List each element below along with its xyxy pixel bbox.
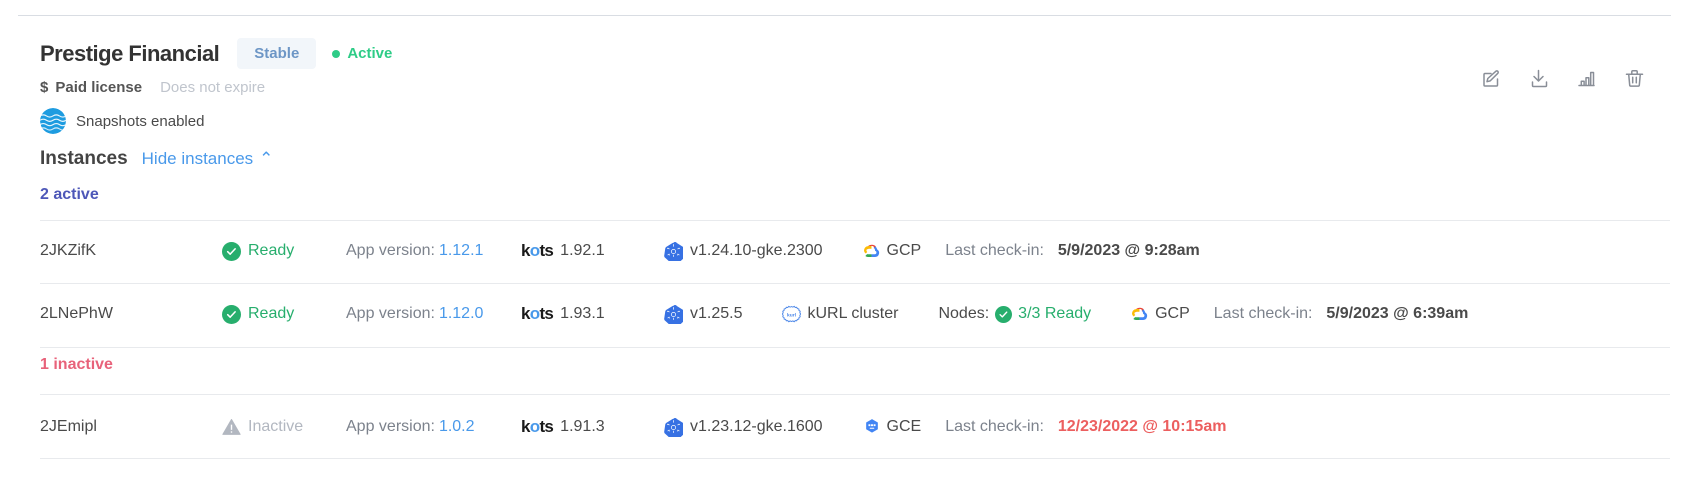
svg-text:kurl: kurl: [787, 312, 797, 318]
